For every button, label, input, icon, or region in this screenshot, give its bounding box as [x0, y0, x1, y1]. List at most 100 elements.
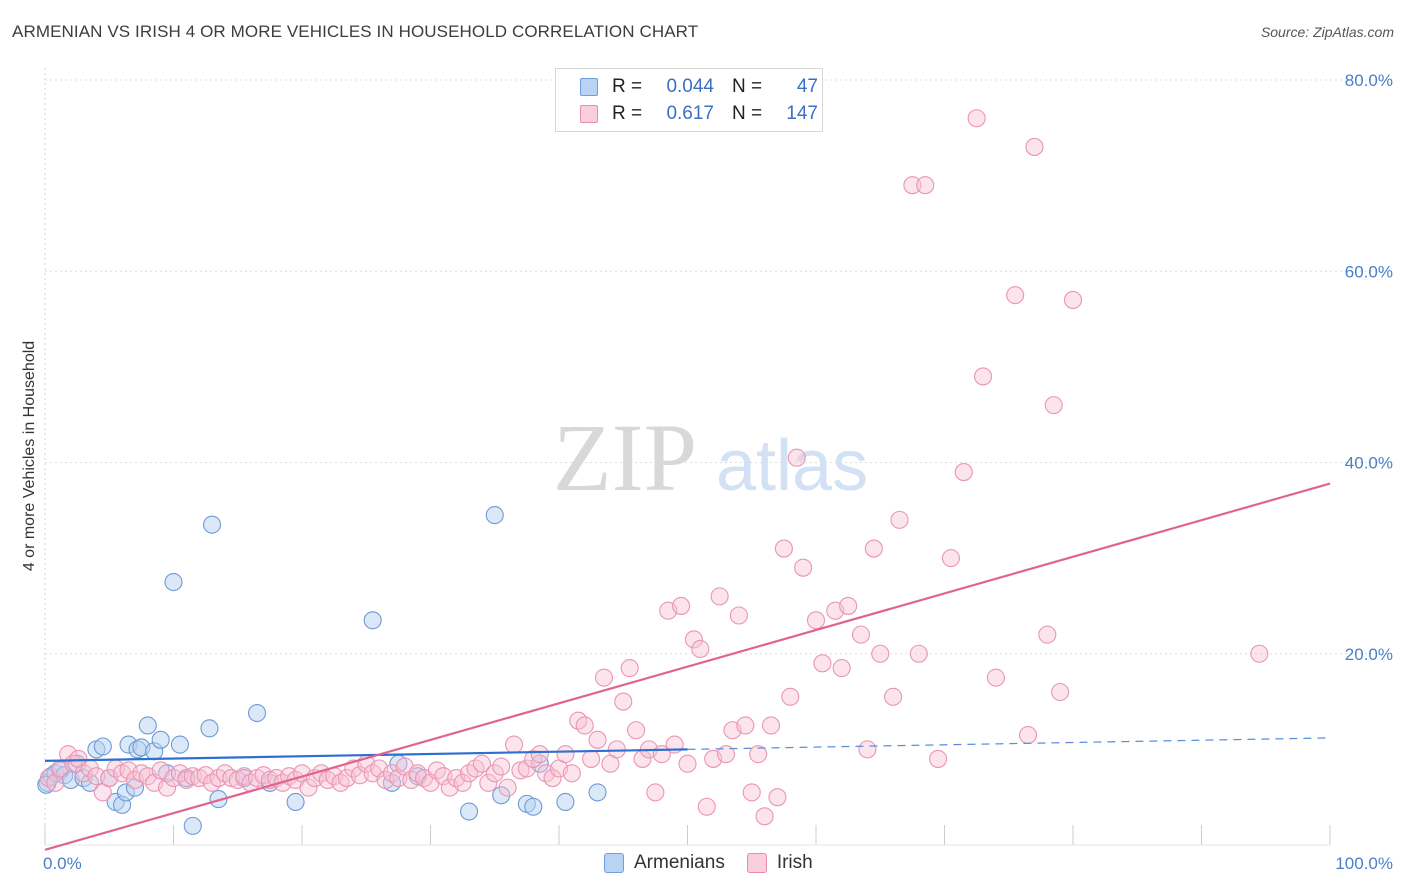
irish-point	[749, 745, 768, 764]
irish-point	[1250, 644, 1269, 663]
irish-point	[697, 797, 716, 816]
armenian-point	[93, 737, 112, 756]
legend-n-value: 47	[796, 76, 818, 97]
irish-point	[562, 764, 581, 783]
irish-point	[858, 740, 877, 759]
legend-r-value: 0.617	[666, 103, 714, 124]
irish-point	[787, 448, 806, 467]
armenian-point	[80, 773, 100, 792]
legend-row-armenians: R = 0.044 N = 47	[580, 75, 818, 99]
armenian-point	[203, 515, 222, 534]
irish-point	[774, 539, 793, 558]
trend-lines	[44, 482, 1331, 851]
watermark-atlas: atlas	[716, 426, 868, 506]
irish-point	[768, 788, 787, 807]
irish-point	[1025, 137, 1044, 156]
irish-point	[504, 735, 524, 754]
irish-point	[729, 606, 748, 625]
irish-point	[492, 757, 511, 776]
x-tick-label: 0.0%	[43, 854, 82, 873]
irish-point	[59, 745, 78, 764]
irish-point	[736, 716, 755, 735]
irish-point	[973, 367, 993, 386]
x-tick-labels: 0.0% 100.0%	[43, 854, 1393, 873]
irish-point	[1038, 625, 1057, 644]
correlation-legend: R = 0.044 N = 47 R = 0.617 N = 147	[555, 68, 823, 132]
armenian-point	[138, 716, 157, 735]
x-tick-marks	[44, 825, 1331, 846]
series-label-irish: Irish	[776, 852, 813, 873]
armenian-point	[524, 797, 543, 816]
armenian-point	[247, 703, 267, 723]
armenian-point	[492, 786, 511, 805]
armenians-points	[37, 506, 607, 835]
irish-point	[543, 769, 562, 788]
legend-r-label: R =	[612, 103, 643, 124]
irish-point	[646, 783, 665, 802]
irish-point	[755, 807, 774, 826]
armenian-point	[485, 506, 504, 525]
irish-point	[929, 749, 948, 768]
y-tick-label: 80.0%	[1345, 71, 1393, 90]
legend-row-irish: R = 0.617 N = 147	[580, 102, 818, 126]
armenian-point	[588, 783, 607, 802]
irish-point	[158, 778, 177, 797]
irish-point	[627, 721, 646, 740]
x-tick-label: 100.0%	[1335, 854, 1393, 873]
irish-point	[620, 659, 639, 678]
armenian-point	[459, 802, 479, 821]
irish-point	[46, 773, 65, 792]
series-swatch-irish	[746, 853, 767, 873]
series-legend-irish: Irish	[746, 852, 813, 874]
chart-title: ARMENIAN VS IRISH 4 OR MORE VEHICLES IN …	[12, 22, 699, 41]
irish-point	[890, 510, 909, 529]
legend-swatch-armenians	[580, 78, 598, 96]
irish-trend-line	[44, 482, 1331, 851]
irish-point	[1044, 396, 1063, 415]
y-axis-label: 4 or more Vehicles in Household	[21, 341, 38, 571]
legend-n-label: N =	[732, 103, 763, 124]
source-label: Source: ZipAtlas.com	[1260, 24, 1394, 40]
series-label-armenians: Armenians	[634, 852, 725, 873]
legend-swatch-irish	[580, 105, 598, 123]
irish-point	[485, 764, 504, 783]
y-tick-labels: 20.0% 40.0% 60.0% 80.0%	[1345, 71, 1393, 664]
irish-point	[498, 778, 517, 797]
irish-point	[453, 773, 472, 792]
irish-point	[511, 761, 530, 780]
armenian-point	[286, 792, 305, 812]
irish-point	[954, 463, 973, 482]
armenian-point	[170, 735, 189, 754]
armenian-point	[183, 816, 202, 835]
irish-point	[556, 745, 575, 764]
irish-point	[575, 716, 594, 735]
irish-point	[588, 730, 607, 749]
irish-point	[684, 630, 703, 649]
irish-point	[909, 644, 928, 663]
irish-point	[1018, 725, 1038, 745]
watermark: ZIP atlas	[553, 404, 868, 511]
irish-point	[941, 549, 960, 568]
armenian-point	[164, 572, 183, 592]
irish-point	[710, 587, 729, 606]
armenian-point	[209, 790, 228, 809]
irish-point	[832, 659, 851, 678]
y-tick-label: 20.0%	[1345, 645, 1393, 664]
irish-point	[582, 749, 601, 768]
irish-point	[607, 740, 626, 759]
irish-point	[806, 611, 826, 630]
irish-point	[517, 759, 536, 778]
irish-point	[1006, 286, 1025, 305]
legend-n-value: 147	[786, 103, 818, 124]
irish-point	[884, 687, 903, 706]
legend-r-label: R =	[612, 76, 643, 97]
irish-point	[691, 639, 710, 659]
irish-point	[761, 716, 781, 735]
legend-r-value: 0.044	[666, 76, 714, 97]
irish-point	[794, 558, 813, 577]
irish-point	[594, 668, 614, 687]
armenian-point	[363, 611, 382, 630]
irish-point	[614, 692, 633, 711]
irish-point	[1051, 682, 1070, 702]
